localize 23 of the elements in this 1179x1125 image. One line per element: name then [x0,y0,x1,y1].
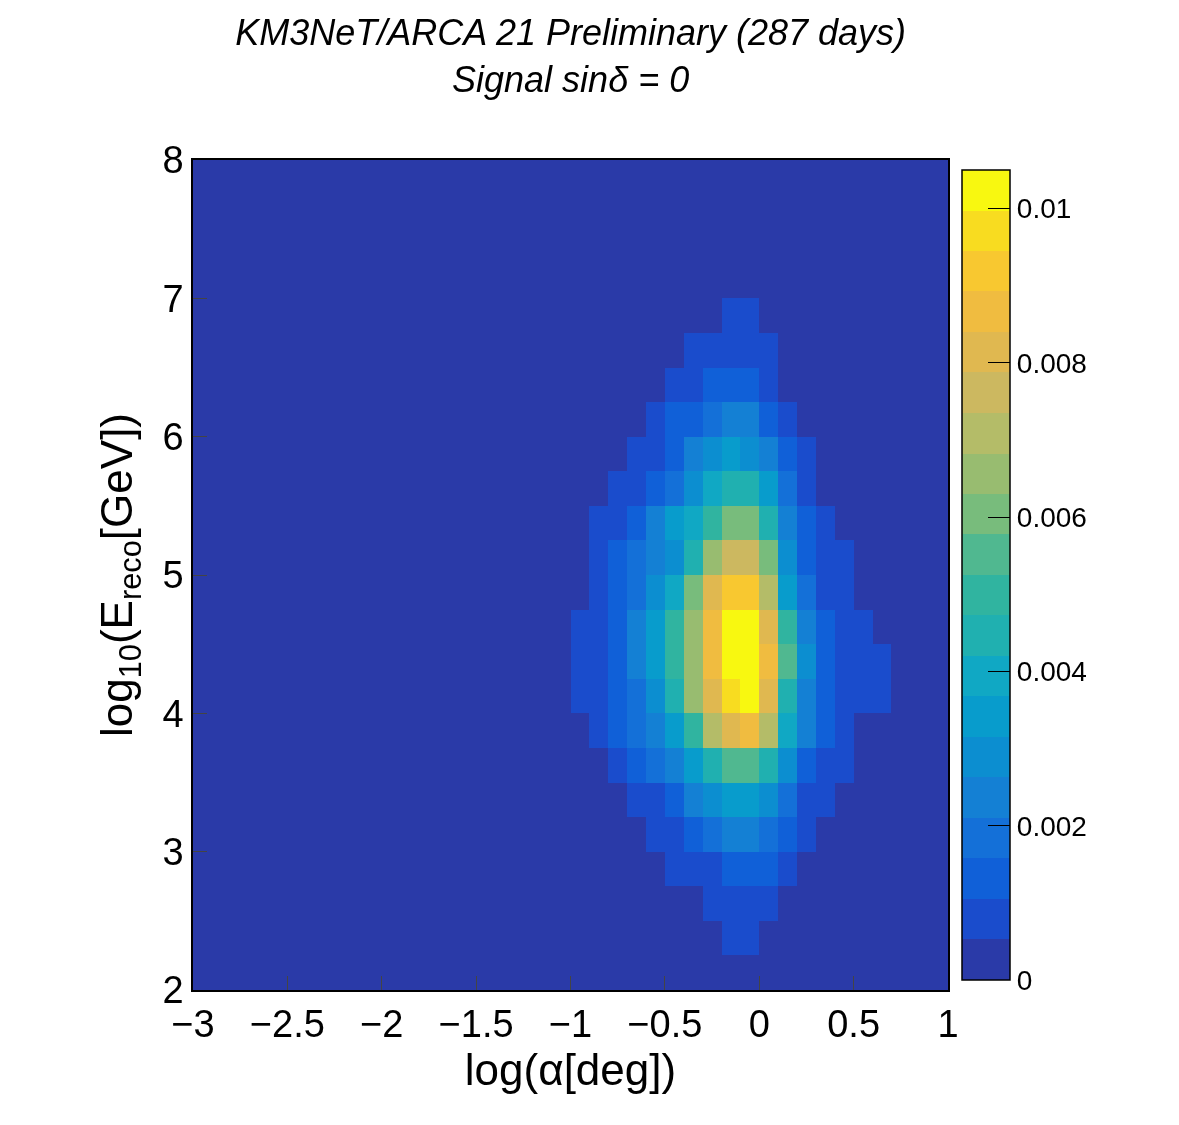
y-tick-label: 5 [162,554,184,597]
y-tick-label: 3 [162,830,184,873]
x-axis-title: log(α[deg]) [464,1045,677,1095]
y-tick-label: 8 [162,139,184,182]
x-tick-label: −2 [360,1003,404,1046]
color-bar-label: 0.008 [1016,347,1087,379]
x-tick-label: 0.5 [827,1003,881,1046]
chart-subtitle: Signal sinδ = 0 [452,58,690,100]
color-bar-label: 0.01 [1016,193,1072,225]
x-tick-label: 0 [748,1003,770,1046]
color-bar-label: 0.004 [1016,656,1087,688]
y-tick-label: 6 [162,415,184,458]
color-bar-label: 0.002 [1016,810,1087,842]
x-tick-label: 1 [937,1003,959,1046]
color-bar-label: 0.006 [1016,501,1087,533]
x-tick-label: −1 [548,1003,593,1046]
x-tick-label: −1.5 [438,1003,514,1046]
chart-title: KM3NeT/ARCA 21 Preliminary (287 days) [235,12,907,53]
x-tick-label: −2.5 [249,1003,325,1046]
y-tick-label: 4 [162,692,184,735]
y-tick-label: 7 [162,277,184,320]
color-bar-label: 0 [1016,964,1033,996]
x-tick-label: −0.5 [627,1003,703,1046]
